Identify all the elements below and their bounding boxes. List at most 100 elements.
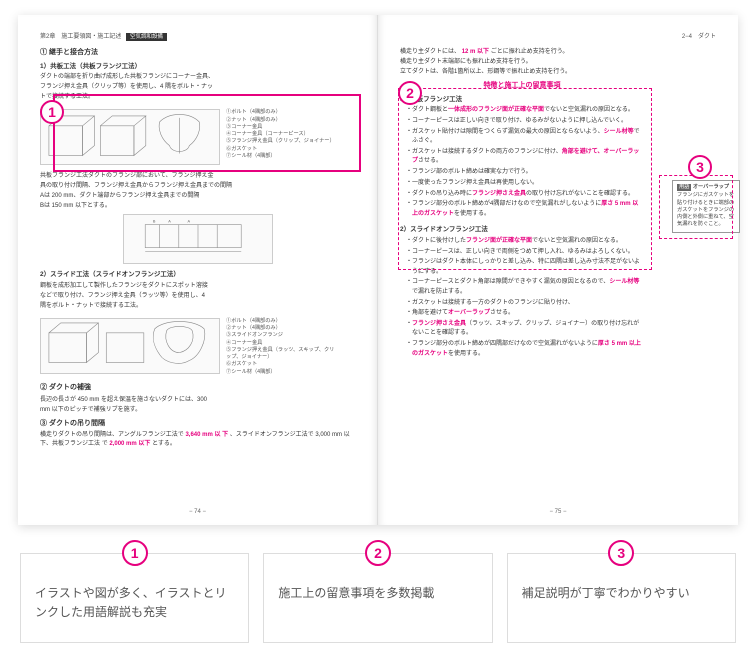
p5e: で: [102, 441, 108, 447]
note-item: 角部を避けてオーバーラップさせる。: [406, 309, 644, 318]
leg-1-6: ⑥ガスケット: [226, 146, 336, 153]
note-item: ダクト鋼板と一体成形のフランジ面が正確な平面でないと空気漏れの原因となる。: [406, 106, 644, 115]
callout-num-1: 1: [40, 100, 64, 124]
feature-num-2: 2: [365, 540, 391, 566]
leg-2-6: ⑥ガスケット: [226, 361, 336, 368]
sec3-num: ③: [40, 420, 47, 427]
side-note: 用語 オーバーラップ フランジにガスケットを貼り付けるときに端部のガスケットをフ…: [672, 180, 740, 233]
page-num-right: − 75 −: [378, 508, 738, 517]
note-item: コーナーピースとダクト角部は隙間ができやすく漏気の原因となるので、シール材等で漏…: [406, 278, 644, 297]
leg-1-5: ⑤フランジ押え金具（クリップ、ジョイナー）: [226, 138, 336, 145]
callout-num-3: 3: [688, 155, 712, 179]
p0a: 横走り主ダクトには、: [400, 49, 460, 55]
p5g: とする。: [152, 441, 176, 447]
feature-num-1: 1: [122, 540, 148, 566]
subsection-1: 1）共板工法（共板フランジ工法）: [40, 62, 355, 72]
note-item: ダクトに後付けしたフランジ面が正確な平面でないと空気漏れの原因となる。: [406, 237, 644, 246]
notes-list-2: ダクトに後付けしたフランジ面が正確な平面でないと空気漏れの原因となる。コーナーピ…: [400, 237, 644, 359]
feature-card-1: 1 イラストや図が多く、イラストとリンクした用語解説も充実: [20, 553, 249, 643]
leg-2-1: ①ボルト（4隅部のみ）: [226, 318, 336, 325]
note-item: フランジはダクト本体にしっかりと差し込み、特に四隅は差し込み寸法不足がないように…: [406, 258, 644, 277]
page-header-left: 第2章 施工要領図・施工記述 空気調和設備: [40, 33, 355, 42]
p5a: 横走りダクトの吊り間隔は、アングルフランジ工法で: [40, 432, 184, 438]
note-item: ダクトの吊り込み時にフランジ押さえ金具の取り付け忘れがないことを確認する。: [406, 190, 644, 199]
diagram-2-legend: ①ボルト（4隅部のみ） ②ナット（4隅部のみ） ③スライドオンフランジ ④コーナ…: [226, 318, 336, 376]
feature-card-2: 2 施工上の留意事項を多数掲載: [263, 553, 492, 643]
notes-list-1: ダクト鋼板と一体成形のフランジ面が正確な平面でないと空気漏れの原因となる。コーナ…: [400, 106, 644, 219]
chapter-tag: 空気調和設備: [126, 33, 167, 41]
p1a: ダクトの端部を折り曲げ成形した共板フランジにコーナー金具、: [40, 73, 355, 82]
side-note-head: 用語: [677, 184, 691, 191]
p4a: 長辺の長さが 450 mm を超え保温を施さないダクトには、300: [40, 396, 355, 405]
note-item: コーナーピースは、正しい向きで両側をつめて押し入れ、ゆるみはよろしくない。: [406, 248, 644, 257]
p2a: 共板フランジ工法ダクトのフランジ部において、フランジ押え金: [40, 172, 355, 181]
page-right: 2−4 ダクト 横走り主ダクトには、 12 m 以下 ごとに振れ止め支持を行う。…: [378, 15, 738, 525]
p1b: フランジ押え金具（クリップ等）を使用し、4 隅をボルト・ナッ: [40, 83, 355, 92]
note-item: ガスケット貼付けは隙間をつくらず漏気の最大の原因とならないよう、シール材等でふさ…: [406, 128, 644, 147]
leg-2-5: ⑤フランジ押え金具（ラッツ、スキップ、クリップ、ジョイナー）: [226, 347, 336, 362]
feature-card-3: 3 補足説明が丁寧でわかりやすい: [507, 553, 736, 643]
feature-num-3: 3: [608, 540, 634, 566]
sec2-title: ダクトの補強: [49, 384, 91, 391]
diagram-mid-svg: B A A: [124, 215, 272, 263]
leg-1-2: ②ナット（4隅部のみ）: [226, 117, 336, 124]
side-note-body: フランジにガスケットを貼り付けるときに端部のガスケットをフランジの内側と外側に重…: [677, 192, 734, 227]
diagram-1-svg: [41, 110, 219, 165]
diagram-2-svg: [41, 319, 219, 374]
diagram-2-img: [40, 318, 220, 374]
sec3-title: ダクトの吊り間隔: [49, 420, 105, 427]
note-item: ガスケットは接続するダクトの両方のフランジに付け、角部を避けて、オーバーラップさ…: [406, 148, 644, 167]
diagram-mid-img: B A A: [123, 214, 273, 264]
r-p0: 横走り主ダクトには、 12 m 以下 ごとに振れ止め支持を行う。: [400, 48, 644, 57]
book-spread: 第2章 施工要領図・施工記述 空気調和設備 ① 継手と接合方法 1）共板工法（共…: [18, 15, 738, 525]
sec2-num: ②: [40, 384, 47, 391]
p0e: 立てダクトは、各階1箇所以上、形鋼等で振れ止め支持を行う。: [400, 68, 644, 77]
diagram-1-legend: ①ボルト（4隅部のみ） ②ナット（4隅部のみ） ③コーナー金具 ④コーナー金具（…: [226, 109, 336, 160]
p4b: mm 以下のピッチで補強リブを施す。: [40, 406, 355, 415]
feature-text-3: 補足説明が丁寧でわかりやすい: [522, 584, 721, 603]
leg-2-4: ④コーナー金具: [226, 340, 336, 347]
note-item: フランジ部分のボルト締めが四隅部だけなので空気漏れがないように厚さ 5 mm 以…: [406, 340, 644, 359]
p2b: 具の取り付け間隔、フランジ押え金具からフランジ押え金具までの間隔: [40, 182, 355, 191]
p0c: ごとに振れ止め支持を行う。: [491, 49, 569, 55]
note-item: コーナーピースは正しい向きで取り付け、ゆるみがないように押し込んでいく。: [406, 117, 644, 126]
svg-text:A: A: [187, 220, 190, 224]
side-note-term: オーバーラップ: [693, 184, 729, 190]
p0d: 横走り主ダクト末端部にも振れ止め支持を行う。: [400, 58, 644, 67]
subsection-2: 2）スライド工法（スライドオンフランジ工法）: [40, 270, 355, 280]
header-text: 第2章 施工要領図・施工記述: [40, 34, 121, 40]
diagram-2: ①ボルト（4隅部のみ） ②ナット（4隅部のみ） ③スライドオンフランジ ④コーナ…: [40, 315, 355, 379]
p1c: トで接続する工法。: [40, 93, 355, 102]
page-num-left: − 74 −: [18, 508, 377, 517]
section-title-3: ③ ダクトの吊り間隔: [40, 419, 355, 430]
diagram-1-img: [40, 109, 220, 165]
p5c: 下: [222, 432, 228, 438]
leg-2-7: ⑦シール材（4隅部）: [226, 369, 336, 376]
diagram-1: ①ボルト（4隅部のみ） ②ナット（4隅部のみ） ③コーナー金具 ④コーナー金具（…: [40, 106, 355, 168]
p2d: Bは 150 mm 以下とする。: [40, 202, 355, 211]
feature-text-2: 施工上の留意事項を多数掲載: [278, 584, 477, 603]
page-left: 第2章 施工要領図・施工記述 空気調和設備 ① 継手と接合方法 1）共板工法（共…: [18, 15, 378, 525]
note-item: フランジ部のボルト締めは確実な力で行う。: [406, 168, 644, 177]
svg-text:A: A: [168, 220, 171, 224]
feature-cards: 1 イラストや図が多く、イラストとリンクした用語解説も充実 2 施工上の留意事項…: [10, 545, 746, 643]
leg-2-3: ③スライドオンフランジ: [226, 332, 336, 339]
r-sub2: 2）スライドオンフランジ工法: [400, 225, 644, 235]
leg-1-1: ①ボルト（4隅部のみ）: [226, 109, 336, 116]
spec-heading: 特徴と施工上の留意事項: [400, 81, 644, 92]
leg-1-3: ③コーナー金具: [226, 124, 336, 131]
leg-1-7: ⑦シール材（4隅部）: [226, 153, 336, 160]
p3a: 鋼板を成形加工して製作したフランジをダクトにスポット溶接: [40, 282, 355, 291]
p5: 横走りダクトの吊り間隔は、アングルフランジ工法で 3,640 mm 以 下 、ス…: [40, 431, 355, 449]
page-header-right: 2−4 ダクト: [400, 33, 716, 42]
sec1-num: ①: [40, 49, 47, 56]
note-item: ガスケットは接続する一方のダクトのフランジに貼り付け、: [406, 299, 644, 308]
diagram-mid: B A A: [40, 214, 355, 267]
p3c: 隅をボルト・ナットで接続する工法。: [40, 302, 355, 311]
r-sub1: 1）共板フランジ工法: [400, 95, 644, 105]
p0b: 12 m 以下: [462, 49, 489, 55]
spread: 第2章 施工要領図・施工記述 空気調和設備 ① 継手と接合方法 1）共板工法（共…: [18, 15, 738, 525]
sec1-title: 継手と接合方法: [49, 49, 98, 56]
section-title-2: ② ダクトの補強: [40, 383, 355, 394]
p2c: Aは 200 mm、ダクト端部からフランジ押え金具までの間隔: [40, 192, 355, 201]
